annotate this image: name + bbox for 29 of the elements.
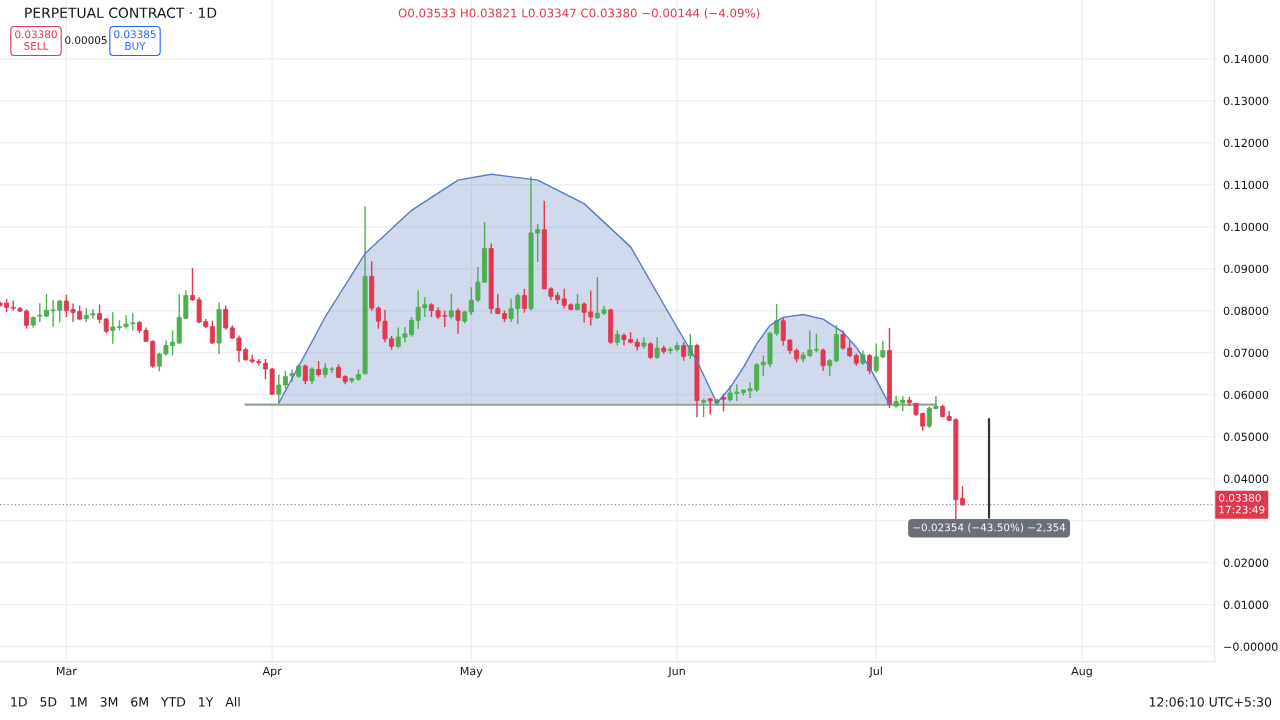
y-tick-label: 0.04000: [1223, 474, 1269, 484]
y-tick-label: 0.05000: [1223, 432, 1269, 442]
y-tick-label: 0.08000: [1223, 306, 1269, 316]
ref-line-label: 0.03380 17:23:49: [1219, 493, 1265, 514]
x-tick-label: Mar: [56, 666, 77, 676]
y-tick-label: 0.10000: [1223, 222, 1269, 232]
y-tick-label: 0.14000: [1223, 54, 1269, 64]
y-tick-label: 0.01000: [1223, 600, 1269, 609]
x-tick-label: Jul: [868, 666, 882, 678]
chart-title: PERPETUAL CONTRACT · 1D: [25, 7, 217, 19]
annotation: 0.03385 BUY: [114, 30, 156, 50]
x-tick-label: May: [460, 666, 483, 678]
y-tick-label: 0.07000: [1223, 348, 1269, 358]
x-tick-label: Aug: [1071, 666, 1092, 678]
y-tick-label: 0.02000: [1223, 558, 1269, 567]
text: O0.03533 H0.03821 L0.03347 C0.03380 −0.00144 (−4.09%): [398, 8, 760, 19]
y-tick-label: 0.06000: [1223, 390, 1269, 400]
y-tick-label: 0.09000: [1223, 264, 1269, 274]
annotation: −0.02354 (−43.50%) −2,354: [913, 523, 1066, 533]
annotation: 0.03380 SELL: [15, 30, 57, 50]
y-tick-label: 0.13000: [1223, 96, 1269, 106]
text: 1D 5D 1M 3M 6M YTD 1Y All: [11, 696, 240, 707]
x-tick-label: Apr: [262, 666, 282, 678]
y-tick-label: 0.12000: [1223, 138, 1269, 148]
annotation: 0.00005: [65, 36, 107, 45]
x-tick-label: Jun: [667, 666, 685, 678]
text: 12:06:10 UTC+5:30: [1149, 697, 1272, 707]
y-tick-label: 0.11000: [1223, 180, 1269, 190]
y-tick-label: −0.00000: [1224, 642, 1278, 651]
